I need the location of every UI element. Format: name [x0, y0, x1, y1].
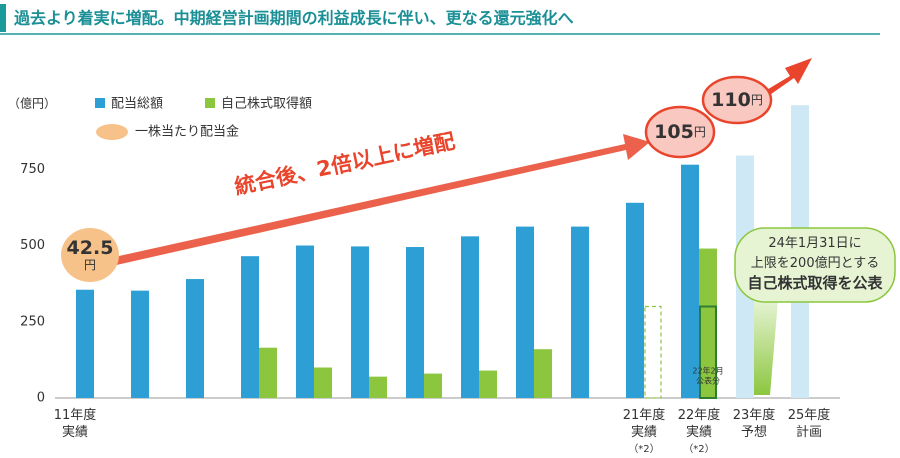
legend-label: 一株当たり配当金: [135, 124, 239, 140]
bar: [296, 245, 314, 398]
dps-label: 105円: [654, 121, 706, 143]
legend-label: 配当総額: [111, 97, 163, 112]
bar: [516, 226, 534, 398]
bar: [681, 164, 699, 398]
bar: [534, 349, 552, 398]
dps-bubble: [644, 105, 716, 159]
dps-label: 42.5 円: [67, 237, 114, 272]
bar: [571, 226, 589, 398]
x-tick-label: 11年度実績: [54, 407, 97, 440]
legend-swatch: [205, 98, 215, 108]
title-marker: [0, 4, 6, 32]
x-tick-label: 25年度計画: [788, 407, 831, 440]
bar: [241, 256, 259, 398]
dps-bubble: [701, 75, 773, 125]
x-tick-label: 23年度予想: [733, 407, 776, 440]
dps-label: 110円: [711, 89, 763, 111]
annotation: 統合後、2倍以上に増配: [232, 129, 457, 199]
bar: [461, 236, 479, 398]
legend-swatch: [96, 124, 128, 140]
bar: [644, 305, 662, 399]
bar: [699, 305, 717, 399]
arrow: [110, 134, 650, 266]
outline-label: 22年2月公表分: [692, 365, 723, 385]
x-tick-label: 21年度実績（*2）: [623, 407, 666, 456]
bar: [186, 279, 204, 398]
bar: [76, 289, 94, 398]
bar: [369, 376, 387, 398]
bar: [626, 202, 644, 398]
legend-label: 自己株式取得額: [221, 96, 312, 112]
y-tick-label: 250: [20, 314, 45, 329]
y-axis-label: （億円）: [8, 97, 56, 111]
bar: [351, 246, 369, 398]
bar: [479, 370, 497, 398]
callout-text: 24年1月31日に上限を200億円とする自己株式取得を公表: [747, 236, 883, 292]
legend-swatch: [95, 98, 105, 108]
bar: [699, 248, 717, 398]
y-tick-label: 0: [37, 391, 45, 406]
x-tick-label: 22年度実績（*2）: [678, 407, 721, 456]
y-tick-label: 750: [20, 162, 45, 177]
bar: [314, 367, 332, 398]
bar: [259, 347, 277, 398]
y-tick-label: 500: [20, 238, 45, 253]
bar: [131, 290, 149, 398]
chart-title: 過去より着実に増配。中期経営計画期間の利益成長に伴い、更なる還元強化へ: [13, 9, 574, 28]
callout: [734, 227, 896, 303]
dps-bubble: [61, 228, 119, 282]
bar: [406, 247, 424, 398]
bar: [424, 373, 442, 398]
